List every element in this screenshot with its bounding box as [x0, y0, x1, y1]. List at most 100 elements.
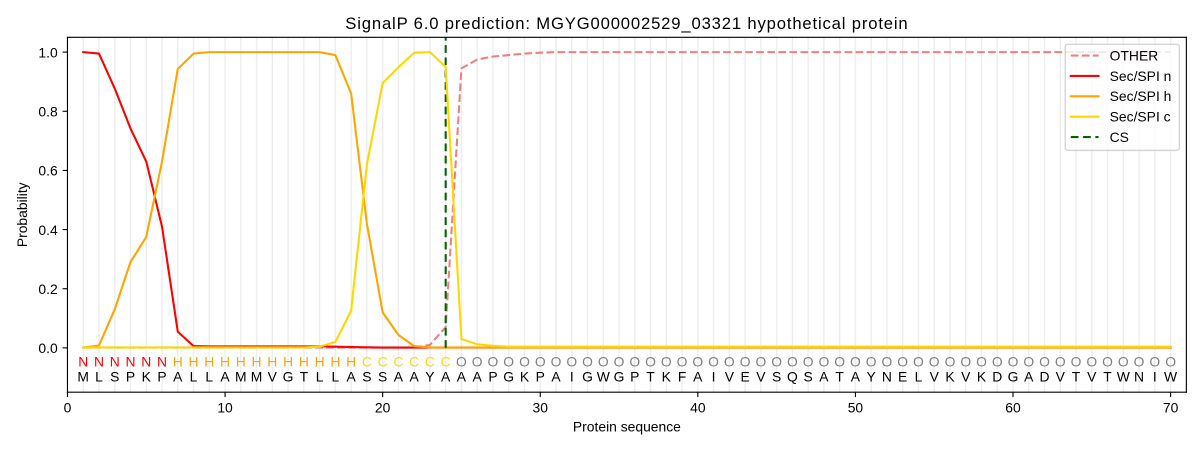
svg-text:M: M [251, 368, 263, 384]
svg-text:60: 60 [1005, 400, 1021, 416]
svg-text:P: P [488, 368, 497, 384]
svg-text:L: L [915, 368, 923, 384]
svg-text:H: H [204, 353, 214, 369]
svg-text:N: N [94, 353, 104, 369]
svg-text:O: O [1102, 353, 1113, 369]
svg-text:T: T [835, 368, 844, 384]
svg-text:S: S [772, 368, 781, 384]
svg-text:A: A [693, 368, 703, 384]
svg-text:O: O [1086, 353, 1097, 369]
svg-text:O: O [598, 353, 609, 369]
svg-text:0.8: 0.8 [38, 104, 58, 120]
svg-text:70: 70 [1163, 400, 1179, 416]
svg-text:O: O [503, 353, 514, 369]
svg-text:40: 40 [690, 400, 706, 416]
svg-text:A: A [173, 368, 183, 384]
svg-text:F: F [678, 368, 686, 384]
svg-text:S: S [110, 368, 119, 384]
svg-text:O: O [1055, 353, 1066, 369]
svg-text:O: O [629, 353, 640, 369]
svg-text:L: L [190, 368, 198, 384]
svg-text:N: N [110, 353, 120, 369]
svg-text:H: H [315, 353, 325, 369]
svg-text:O: O [787, 353, 798, 369]
svg-text:O: O [803, 353, 814, 369]
svg-text:10: 10 [217, 400, 233, 416]
svg-text:N: N [141, 353, 151, 369]
svg-text:O: O [819, 353, 830, 369]
svg-text:O: O [519, 353, 530, 369]
svg-text:W: W [1164, 368, 1178, 384]
svg-text:O: O [456, 353, 467, 369]
svg-text:Protein sequence: Protein sequence [573, 419, 681, 435]
svg-text:A: A [819, 368, 829, 384]
svg-text:P: P [126, 368, 135, 384]
svg-text:H: H [189, 353, 199, 369]
svg-text:O: O [1008, 353, 1019, 369]
svg-text:I: I [570, 368, 574, 384]
svg-text:S: S [804, 368, 813, 384]
svg-text:O: O [1165, 353, 1176, 369]
svg-text:A: A [551, 368, 561, 384]
svg-text:K: K [520, 368, 530, 384]
svg-text:K: K [142, 368, 152, 384]
svg-text:20: 20 [375, 400, 391, 416]
svg-text:I: I [1153, 368, 1157, 384]
svg-text:K: K [945, 368, 955, 384]
svg-text:T: T [1103, 368, 1112, 384]
svg-text:O: O [945, 353, 956, 369]
svg-text:V: V [1087, 368, 1097, 384]
svg-text:K: K [977, 368, 987, 384]
svg-text:K: K [662, 368, 672, 384]
svg-text:H: H [330, 353, 340, 369]
svg-text:E: E [898, 368, 907, 384]
svg-text:P: P [536, 368, 545, 384]
svg-text:O: O [645, 353, 656, 369]
svg-text:O: O [708, 353, 719, 369]
svg-text:50: 50 [848, 400, 864, 416]
svg-text:W: W [597, 368, 611, 384]
svg-text:N: N [882, 368, 892, 384]
svg-text:Y: Y [867, 368, 876, 384]
svg-text:SignalP 6.0 prediction: MGYG00: SignalP 6.0 prediction: MGYG000002529_03… [345, 14, 908, 33]
svg-text:N: N [78, 353, 88, 369]
svg-text:A: A [220, 368, 230, 384]
svg-text:G: G [582, 368, 593, 384]
svg-text:O: O [1023, 353, 1034, 369]
svg-text:0.0: 0.0 [38, 340, 58, 356]
svg-text:V: V [725, 368, 735, 384]
svg-text:O: O [771, 353, 782, 369]
svg-text:H: H [220, 353, 230, 369]
svg-text:S: S [362, 368, 371, 384]
svg-text:A: A [851, 368, 861, 384]
svg-text:A: A [441, 368, 451, 384]
svg-text:M: M [235, 368, 247, 384]
svg-text:A: A [457, 368, 467, 384]
svg-text:T: T [1072, 368, 1081, 384]
svg-text:O: O [897, 353, 908, 369]
svg-text:T: T [300, 368, 309, 384]
svg-text:O: O [992, 353, 1003, 369]
svg-text:O: O [472, 353, 483, 369]
svg-text:O: O [1039, 353, 1050, 369]
svg-text:H: H [236, 353, 246, 369]
svg-text:S: S [378, 368, 387, 384]
svg-text:0: 0 [64, 400, 72, 416]
svg-text:Sec/SPI c: Sec/SPI c [1110, 109, 1171, 125]
svg-text:C: C [393, 353, 403, 369]
svg-text:V: V [1056, 368, 1066, 384]
svg-text:L: L [316, 368, 324, 384]
svg-text:0.6: 0.6 [38, 163, 58, 179]
svg-text:O: O [551, 353, 562, 369]
svg-text:C: C [425, 353, 435, 369]
svg-text:O: O [1118, 353, 1129, 369]
svg-text:H: H [267, 353, 277, 369]
svg-text:O: O [1134, 353, 1145, 369]
svg-text:L: L [332, 368, 340, 384]
svg-text:A: A [394, 368, 404, 384]
svg-text:O: O [882, 353, 893, 369]
svg-text:O: O [488, 353, 499, 369]
svg-text:O: O [913, 353, 924, 369]
svg-text:Probability: Probability [14, 182, 30, 247]
svg-text:0.2: 0.2 [38, 281, 58, 297]
